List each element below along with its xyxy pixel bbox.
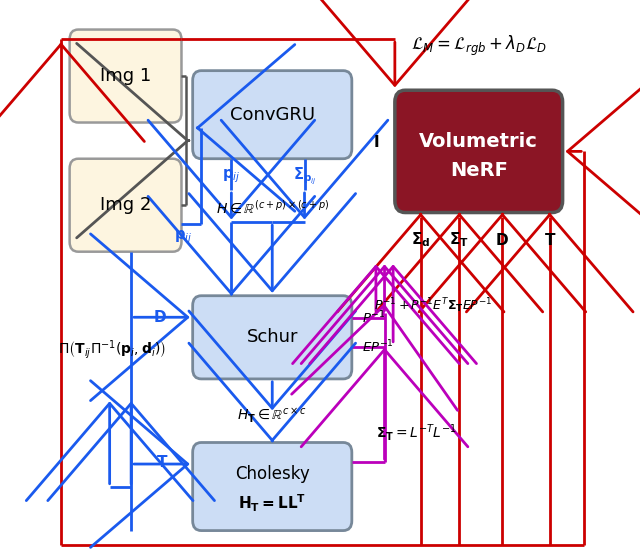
Text: Img 2: Img 2 [100,196,151,214]
Text: $\mathbf{H_T = LL^T}$: $\mathbf{H_T = LL^T}$ [238,492,307,514]
Text: NeRF: NeRF [450,161,508,180]
Text: $\mathbf{D}$: $\mathbf{D}$ [495,232,509,248]
FancyBboxPatch shape [70,30,182,123]
Text: Cholesky: Cholesky [235,465,310,483]
Text: $\mathbf{D}$: $\mathbf{D}$ [153,309,167,325]
Text: $\mathcal{L}_M = \mathcal{L}_{rgb} + \lambda_D \mathcal{L}_D$: $\mathcal{L}_M = \mathcal{L}_{rgb} + \la… [411,34,547,58]
Text: $\mathbf{T}$: $\mathbf{T}$ [543,232,556,248]
Text: $EP^{-1}$: $EP^{-1}$ [362,338,394,355]
Text: $\mathbf{p}_{ij}$: $\mathbf{p}_{ij}$ [222,168,241,185]
Text: $H_\mathbf{T} \in \mathbb{R}^{c \times c}$: $H_\mathbf{T} \in \mathbb{R}^{c \times c… [237,407,307,426]
Text: $\mathbf{\Sigma_T} = L^{-T} L^{-1}$: $\mathbf{\Sigma_T} = L^{-T} L^{-1}$ [376,422,457,443]
FancyBboxPatch shape [193,442,352,531]
Text: $\mathbf{p}_{ij}$: $\mathbf{p}_{ij}$ [173,228,192,246]
Text: ConvGRU: ConvGRU [230,106,315,124]
FancyBboxPatch shape [70,159,182,252]
FancyBboxPatch shape [193,71,352,159]
Text: $\mathbf{\Sigma_d}$: $\mathbf{\Sigma_d}$ [411,231,430,250]
Text: $\Pi\left(\mathbf{T}_{ij}\Pi^{-1}(\mathbf{p}_i, \mathbf{d}_i)\right)$: $\Pi\left(\mathbf{T}_{ij}\Pi^{-1}(\mathb… [58,338,166,361]
Text: $P^{-1}$: $P^{-1}$ [362,310,386,326]
Text: Volumetric: Volumetric [419,131,538,150]
Text: $P^{-1} + P^{-1}E^T\mathbf{\Sigma_T}EP^{-1}$: $P^{-1} + P^{-1}E^T\mathbf{\Sigma_T}EP^{… [374,296,493,315]
Text: $\mathbf{\Sigma_T}$: $\mathbf{\Sigma_T}$ [449,231,469,250]
FancyBboxPatch shape [193,296,352,379]
Text: Img 1: Img 1 [100,67,151,85]
Text: Schur: Schur [246,328,298,346]
Text: $\mathbf{T}$: $\mathbf{T}$ [156,454,169,470]
Text: $\mathbf{\Sigma}_{\mathbf{p}_{ij}}$: $\mathbf{\Sigma}_{\mathbf{p}_{ij}}$ [292,166,316,187]
FancyBboxPatch shape [395,90,563,213]
Text: $H \in \mathbb{R}^{(c+p)\times(c+p)}$: $H \in \mathbb{R}^{(c+p)\times(c+p)}$ [216,199,329,216]
Text: $\mathbf{I}$: $\mathbf{I}$ [372,134,379,150]
